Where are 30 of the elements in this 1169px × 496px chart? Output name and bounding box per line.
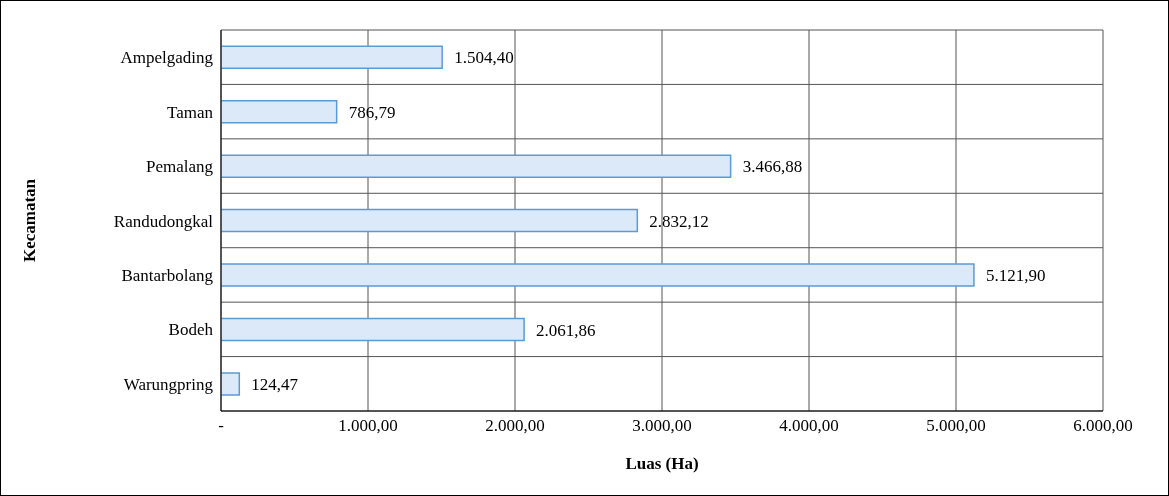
bar <box>221 45 443 70</box>
bar <box>221 317 525 342</box>
data-label: 124,47 <box>251 374 299 394</box>
bar <box>221 263 975 287</box>
x-tick-label: 3.000,00 <box>632 416 692 436</box>
x-tick-label: 5.000,00 <box>926 416 986 436</box>
x-tick-label: 1.000,00 <box>338 416 398 436</box>
y-tick-label: Taman <box>166 102 214 122</box>
bar <box>221 154 732 178</box>
x-tick-label: 6.000,00 <box>1073 416 1133 436</box>
y-tick-label: Warungpring <box>123 374 214 394</box>
data-label: 2.061,86 <box>536 320 596 340</box>
y-tick-label: Bodeh <box>168 320 214 340</box>
bar <box>221 208 639 233</box>
data-label: 5.121,90 <box>985 266 1046 286</box>
y-tick-label: Ampelgading <box>120 48 214 68</box>
x-tick-label: - <box>218 416 225 436</box>
y-tick-label: Bantarbolang <box>121 265 214 285</box>
x-tick-label: 4.000,00 <box>779 416 839 436</box>
data-label: 1.504,40 <box>454 48 514 68</box>
y-tick-label: Pemalang <box>145 157 214 177</box>
data-label: 2.832,12 <box>649 211 709 231</box>
data-label: 3.466,88 <box>742 157 803 177</box>
bar <box>221 372 241 396</box>
x-axis-title: Luas (Ha) <box>625 454 699 473</box>
x-tick-label: 2.000,00 <box>485 416 545 436</box>
data-label: 786,79 <box>348 102 396 122</box>
y-axis-title: Kecamatan <box>20 178 40 263</box>
y-tick-label: Randudongkal <box>113 211 214 231</box>
bar <box>221 100 338 124</box>
